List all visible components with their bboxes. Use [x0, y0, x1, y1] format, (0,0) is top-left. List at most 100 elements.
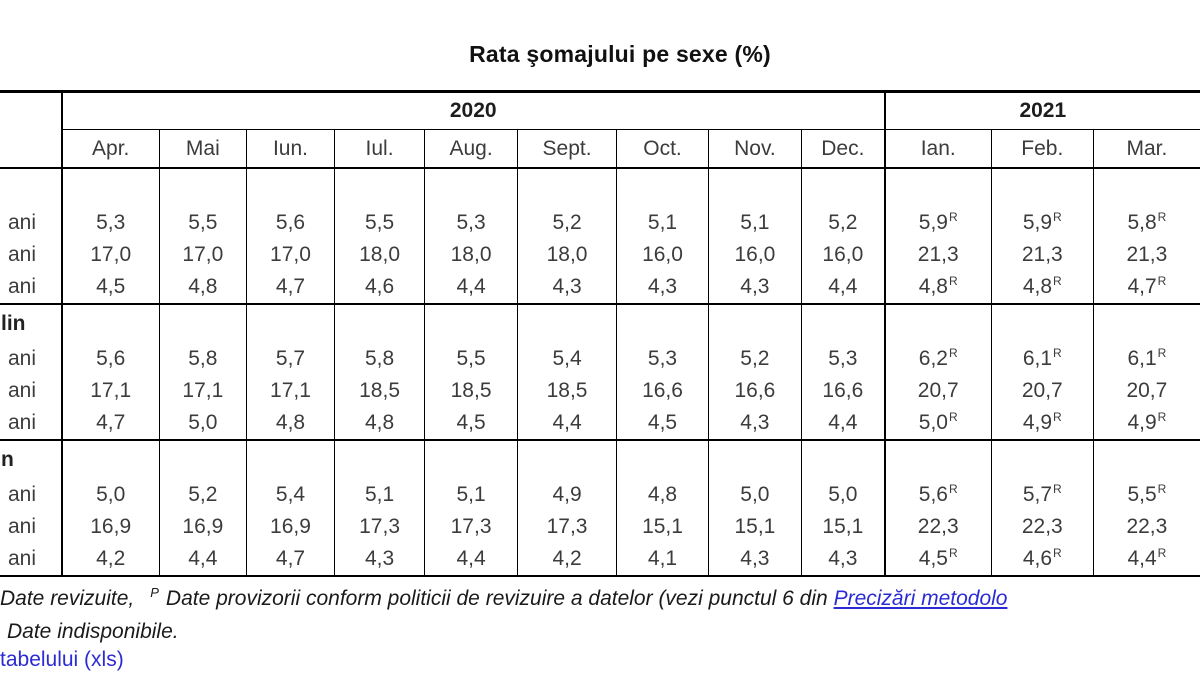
data-cell: 4,4R — [1093, 543, 1200, 577]
methodology-link[interactable]: Precizări metodolo — [833, 587, 1008, 610]
footnote-provisional-text: Date provizorii conform politicii de rev… — [165, 587, 828, 610]
data-cell: 16,0 — [801, 239, 886, 271]
row-label-fragment: ani — [8, 483, 37, 506]
revised-marker: R — [1053, 346, 1062, 360]
empty-cell — [246, 440, 335, 479]
footnote-revised-provisional: Date revizuite, P Date provizorii conform … — [0, 585, 1007, 611]
data-cell: 4,8 — [246, 407, 335, 441]
xls-download-link[interactable]: tabelului (xls) — [0, 648, 124, 671]
data-cell: 4,5 — [424, 407, 518, 441]
data-cell: 16,0 — [616, 239, 709, 271]
empty-cell — [801, 440, 886, 479]
section-header-row: lin — [0, 304, 1200, 343]
data-cell: 5,4 — [246, 479, 335, 511]
data-cell: 15,1 — [616, 511, 709, 543]
data-cell: 4,4 — [424, 543, 518, 577]
data-cell: 22,3 — [1126, 515, 1168, 538]
row-label-fragment: ani — [8, 211, 37, 234]
row-label-cell: ani — [0, 479, 63, 511]
footnote-revised-text: Date revizuite, — [0, 587, 135, 610]
data-cell: 4,3 — [616, 271, 709, 305]
data-cell: 5,0 — [61, 479, 160, 511]
data-cell: 6,1R — [1127, 346, 1167, 370]
data-row: ani 5,3 5,5 5,6 5,5 5,3 5,2 5,1 5,1 5,2 5,9R 5,9R 5,… — [0, 207, 1200, 239]
data-row: ani 4,2 4,4 4,7 4,3 4,4 4,2 4,1 4,3 4,3 4,5R 4,6R 4,… — [0, 543, 1200, 577]
data-cell: 4,4 — [424, 271, 518, 305]
month-header-cell: Feb. — [991, 129, 1094, 169]
data-cell: 22,3 — [991, 511, 1094, 543]
data-cell: 4,1 — [616, 543, 709, 577]
data-cell: 5,3 — [424, 207, 518, 239]
empty-cell — [61, 440, 160, 479]
year-2020-header: 2020 — [61, 90, 886, 130]
month-header-cell: Iul. — [334, 129, 426, 169]
data-cell: 4,6R — [991, 543, 1094, 577]
data-cell: 5,2 — [517, 207, 618, 239]
data-cell: 4,7R — [1093, 271, 1200, 305]
data-cell: 4,5 — [616, 407, 709, 441]
revised-marker: R — [1053, 274, 1062, 288]
data-cell: 21,3 — [1126, 243, 1168, 266]
row-label-cell: ani — [0, 375, 63, 407]
data-cell: 4,9 — [517, 479, 618, 511]
revised-marker: R — [948, 210, 958, 224]
data-cell: 16,6 — [801, 375, 886, 407]
data-cell: 16,6 — [708, 375, 803, 407]
data-cell: 6,2R — [884, 343, 992, 375]
unemployment-table-grid: 2020 2021 Apr. Mai Iun. Iul. Aug. Sept. Oct. Nov.… — [0, 90, 1200, 577]
revised-marker: R — [1157, 482, 1167, 496]
data-cell: 17,0 — [159, 239, 248, 271]
data-cell: 5,8R — [1127, 210, 1167, 234]
empty-cell — [334, 304, 426, 343]
empty-cell — [61, 304, 160, 343]
month-header-cell: Mai — [159, 129, 248, 169]
revised-marker: R — [948, 546, 958, 560]
data-cell: 20,7 — [1126, 379, 1168, 402]
data-cell: 4,7 — [246, 271, 335, 305]
empty-cell — [159, 168, 248, 207]
data-cell: 5,5 — [424, 343, 518, 375]
section-label-fragment: lin — [1, 312, 26, 335]
revised-marker: R — [1157, 546, 1167, 560]
data-cell: 16,0 — [708, 239, 803, 271]
data-cell: 6,1R — [991, 343, 1094, 375]
data-cell: 5,9R — [991, 207, 1094, 239]
data-cell: 4,3 — [708, 543, 803, 577]
row-label-header-cell — [0, 90, 63, 169]
data-cell: 5,4 — [517, 343, 618, 375]
revised-marker: R — [1053, 410, 1062, 424]
data-cell: 18,0 — [517, 239, 618, 271]
data-row: ani 5,0 5,2 5,4 5,1 5,1 4,9 4,8 5,0 5,0 5,6R 5,7R 5,… — [0, 479, 1200, 511]
data-cell: 5,8 — [334, 343, 426, 375]
empty-cell — [334, 168, 426, 207]
month-header-cell: Mar. — [1093, 129, 1200, 169]
empty-cell — [616, 304, 709, 343]
data-cell: 5,2 — [159, 479, 248, 511]
empty-cell — [159, 440, 248, 479]
data-cell: 15,1 — [708, 511, 803, 543]
data-row: ani 4,5 4,8 4,7 4,6 4,4 4,3 4,3 4,3 4,4 4,8R 4,8R 4,… — [0, 271, 1200, 305]
data-cell: 20,7 — [991, 375, 1094, 407]
data-row: ani 5,6 5,8 5,7 5,8 5,5 5,4 5,3 5,2 5,3 6,2R 6,1R 6,… — [0, 343, 1200, 375]
month-header-cell: Sept. — [517, 129, 618, 169]
row-label-fragment: ani — [8, 347, 37, 370]
data-cell: 4,6 — [334, 271, 426, 305]
empty-cell — [1093, 168, 1200, 207]
row-label-fragment: ani — [8, 243, 37, 266]
empty-cell — [61, 168, 160, 207]
empty-cell — [884, 304, 992, 343]
row-label-fragment: ani — [8, 515, 37, 538]
month-header-cell: Apr. — [61, 129, 160, 169]
section-label-cell: lin — [0, 304, 63, 343]
data-cell: 15,1 — [801, 511, 886, 543]
section-header-row — [0, 168, 1200, 207]
download-row: tabelului (xls) — [0, 648, 124, 672]
section-label-cell — [0, 168, 63, 207]
revised-marker: R — [1157, 410, 1167, 424]
data-cell: 5,0 — [801, 479, 886, 511]
empty-cell — [708, 304, 803, 343]
data-cell: 5,5 — [334, 207, 426, 239]
revised-marker: R — [1157, 210, 1167, 224]
data-cell: 5,6 — [61, 343, 160, 375]
data-cell: 4,4 — [517, 407, 618, 441]
